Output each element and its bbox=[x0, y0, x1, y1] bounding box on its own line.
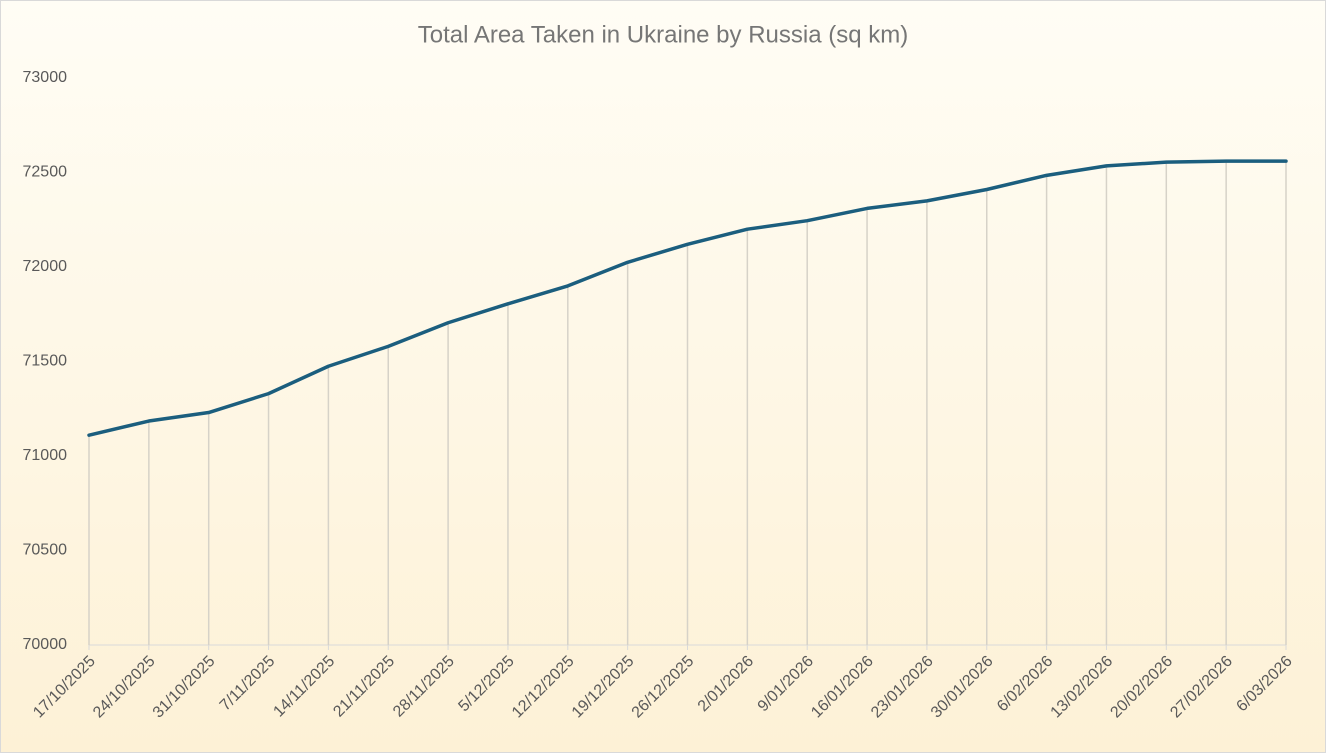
y-tick-label: 73000 bbox=[23, 69, 68, 86]
y-tick-label: 72500 bbox=[23, 164, 68, 181]
y-tick-label: 71500 bbox=[23, 353, 68, 370]
y-tick-label: 72000 bbox=[23, 258, 68, 275]
data-line bbox=[87, 159, 1288, 437]
y-tick-label: 71000 bbox=[23, 447, 68, 464]
y-tick-label: 70000 bbox=[23, 636, 68, 653]
chart-title: Total Area Taken in Ukraine by Russia (s… bbox=[418, 21, 908, 48]
y-tick-label: 70500 bbox=[23, 542, 68, 559]
